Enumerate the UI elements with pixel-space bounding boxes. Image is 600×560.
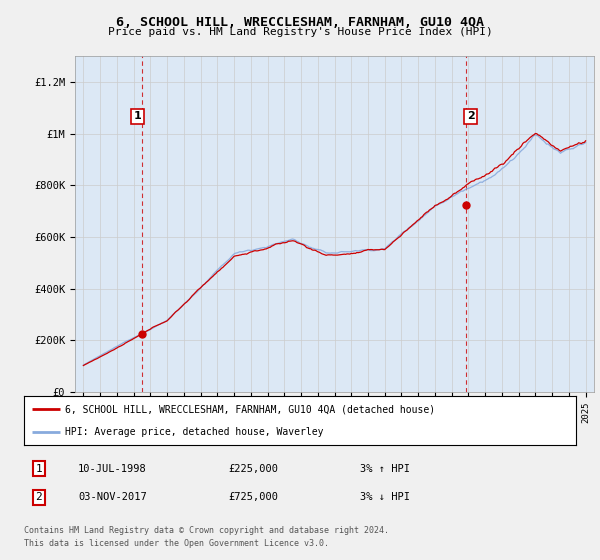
Text: 2: 2 [35, 492, 43, 502]
Text: 3% ↓ HPI: 3% ↓ HPI [360, 492, 410, 502]
Text: 2: 2 [467, 111, 475, 122]
Text: Contains HM Land Registry data © Crown copyright and database right 2024.: Contains HM Land Registry data © Crown c… [24, 526, 389, 535]
Text: 10-JUL-1998: 10-JUL-1998 [78, 464, 147, 474]
Text: This data is licensed under the Open Government Licence v3.0.: This data is licensed under the Open Gov… [24, 539, 329, 548]
Text: 6, SCHOOL HILL, WRECCLESHAM, FARNHAM, GU10 4QA (detached house): 6, SCHOOL HILL, WRECCLESHAM, FARNHAM, GU… [65, 404, 436, 414]
Text: 1: 1 [134, 111, 142, 122]
Text: 03-NOV-2017: 03-NOV-2017 [78, 492, 147, 502]
Text: £225,000: £225,000 [228, 464, 278, 474]
Text: 3% ↑ HPI: 3% ↑ HPI [360, 464, 410, 474]
Text: 1: 1 [35, 464, 43, 474]
Text: HPI: Average price, detached house, Waverley: HPI: Average price, detached house, Wave… [65, 427, 324, 437]
Text: Price paid vs. HM Land Registry's House Price Index (HPI): Price paid vs. HM Land Registry's House … [107, 27, 493, 37]
Text: £725,000: £725,000 [228, 492, 278, 502]
Text: 6, SCHOOL HILL, WRECCLESHAM, FARNHAM, GU10 4QA: 6, SCHOOL HILL, WRECCLESHAM, FARNHAM, GU… [116, 16, 484, 29]
